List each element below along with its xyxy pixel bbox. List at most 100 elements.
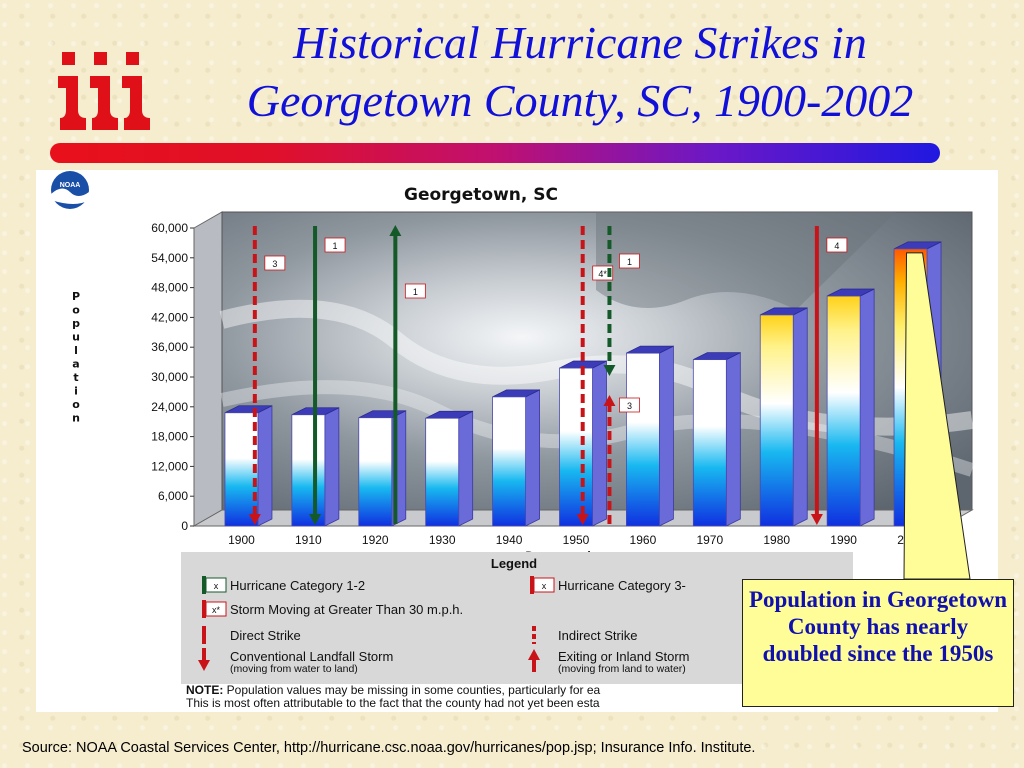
bar-face xyxy=(692,359,727,527)
callout-box: Population in Georgetown County has near… xyxy=(742,579,1014,707)
bar-1910 xyxy=(291,407,340,527)
y-tick-label: 60,000 xyxy=(151,221,188,235)
y-tick-label: 12,000 xyxy=(151,459,188,473)
bar-1970 xyxy=(692,351,741,527)
bar-1930 xyxy=(425,410,474,527)
noaa-badge: NOAA xyxy=(42,170,98,218)
y-tick-label: 54,000 xyxy=(151,251,188,265)
strike-tag-box xyxy=(619,397,640,413)
strike-arrowhead xyxy=(389,225,402,236)
y-tick-label: 30,000 xyxy=(151,370,188,384)
x-tick-label: 1900 xyxy=(228,533,255,547)
bar-face xyxy=(358,417,393,527)
page-title-line2: Georgetown County, SC, 1900-2002 xyxy=(246,75,914,126)
bar-face xyxy=(425,417,460,527)
bar-1940 xyxy=(492,389,540,527)
y-axis-label-char: t xyxy=(73,371,78,384)
legend-title: Legend xyxy=(491,556,537,571)
legend-item-sublabel: (moving from land to water) xyxy=(558,663,686,675)
strike-tag-label: 1 xyxy=(413,287,418,297)
strike-marker: 3 xyxy=(603,395,640,524)
page-title-line1: Historical Hurricane Strikes in xyxy=(293,17,867,68)
legend-item-label: Hurricane Category 1-2 xyxy=(230,578,365,593)
strike-tag-label: 4 xyxy=(834,241,839,251)
bar-side xyxy=(525,389,540,527)
x-tick-label: 1980 xyxy=(763,533,790,547)
y-axis-label-char: l xyxy=(74,344,78,357)
legend-item-label: Direct Strike xyxy=(230,628,301,643)
noaa-badge-label: NOAA xyxy=(60,182,81,189)
bar-side xyxy=(257,405,273,527)
strike-tag-label: 3 xyxy=(627,401,632,411)
strike-tag-box xyxy=(619,253,640,269)
bar-face xyxy=(559,367,593,527)
bar-face xyxy=(224,412,259,527)
strike-arrowhead xyxy=(603,365,616,376)
legend-fast-glyph: x* xyxy=(212,605,221,615)
bar-1960 xyxy=(626,345,674,527)
strike-tag-label: 3 xyxy=(272,259,277,269)
y-tick-label: 18,000 xyxy=(151,430,188,444)
strike-marker: 4 xyxy=(810,226,848,525)
title-divider-bar xyxy=(50,143,940,163)
y-tick-label: 36,000 xyxy=(151,340,188,354)
legend-cat3-glyph: x xyxy=(542,581,547,591)
legend-note-text: Population values may be missing in some… xyxy=(227,683,601,697)
legend-note-line2: This is most often attributable to the f… xyxy=(186,696,600,710)
bar-face xyxy=(492,396,526,527)
bar-side xyxy=(859,288,875,527)
iii-logo xyxy=(58,52,150,130)
x-tick-label: 1920 xyxy=(362,533,389,547)
strike-tag-label: 1 xyxy=(627,257,632,267)
bar-face xyxy=(759,314,794,527)
legend-cat12-glyph: x xyxy=(214,581,219,591)
bar-face xyxy=(291,414,326,527)
strike-arrowhead xyxy=(810,514,823,525)
legend-arrow-up-head xyxy=(528,649,540,660)
y-axis-label-char: o xyxy=(72,398,80,411)
y-axis-label-char: u xyxy=(72,331,80,344)
x-tick-label: 1910 xyxy=(295,533,322,547)
legend-note-line1: NOTE: Population values may be missing i… xyxy=(186,683,601,697)
strike-tag-label: 4* xyxy=(598,269,607,279)
strike-arrowhead xyxy=(576,514,589,525)
strike-arrowhead xyxy=(309,514,322,525)
y-axis-label-char: P xyxy=(72,290,80,303)
strike-arrowhead xyxy=(248,514,261,525)
strike-marker: 3 xyxy=(248,226,286,525)
y-tick-label: 48,000 xyxy=(151,281,188,295)
legend-item-label: Hurricane Category 3- xyxy=(558,578,686,593)
chart-title: Georgetown, SC xyxy=(404,185,558,205)
legend-item-label: Indirect Strike xyxy=(558,628,637,643)
legend-item-label: Conventional Landfall Storm xyxy=(230,649,393,664)
legend-note-label: NOTE: xyxy=(186,683,227,697)
x-tick-label: 1960 xyxy=(630,533,657,547)
legend-item-sublabel: (moving from water to land) xyxy=(230,663,358,675)
bar-1990 xyxy=(826,288,875,527)
x-tick-label: 1940 xyxy=(496,533,523,547)
y-axis-label-char: i xyxy=(74,385,78,398)
strike-tag-box xyxy=(404,283,426,299)
legend-item-label: Storm Moving at Greater Than 30 m.p.h. xyxy=(230,602,463,617)
bar-side xyxy=(725,351,741,527)
bar-face xyxy=(826,295,861,527)
chart-side-wall xyxy=(193,211,223,527)
strike-marker: 1 xyxy=(389,225,426,524)
bar-side xyxy=(324,407,340,527)
noaa-badge-wave xyxy=(51,188,89,204)
source-note: Source: NOAA Coastal Services Center, ht… xyxy=(22,740,756,756)
strike-tag-box xyxy=(826,237,848,253)
strike-arrowhead xyxy=(603,395,616,406)
bar-1900 xyxy=(224,405,273,527)
y-tick-label: 24,000 xyxy=(151,400,188,414)
x-tick-label: 1930 xyxy=(429,533,456,547)
bar-side xyxy=(458,410,474,527)
land-mass xyxy=(596,212,896,310)
legend-panel xyxy=(181,552,853,684)
bar-1950 xyxy=(559,360,607,527)
page-title: Historical Hurricane Strikes in Georgeto… xyxy=(160,14,1000,130)
bar-1920 xyxy=(358,410,407,527)
bar-side xyxy=(792,307,808,527)
